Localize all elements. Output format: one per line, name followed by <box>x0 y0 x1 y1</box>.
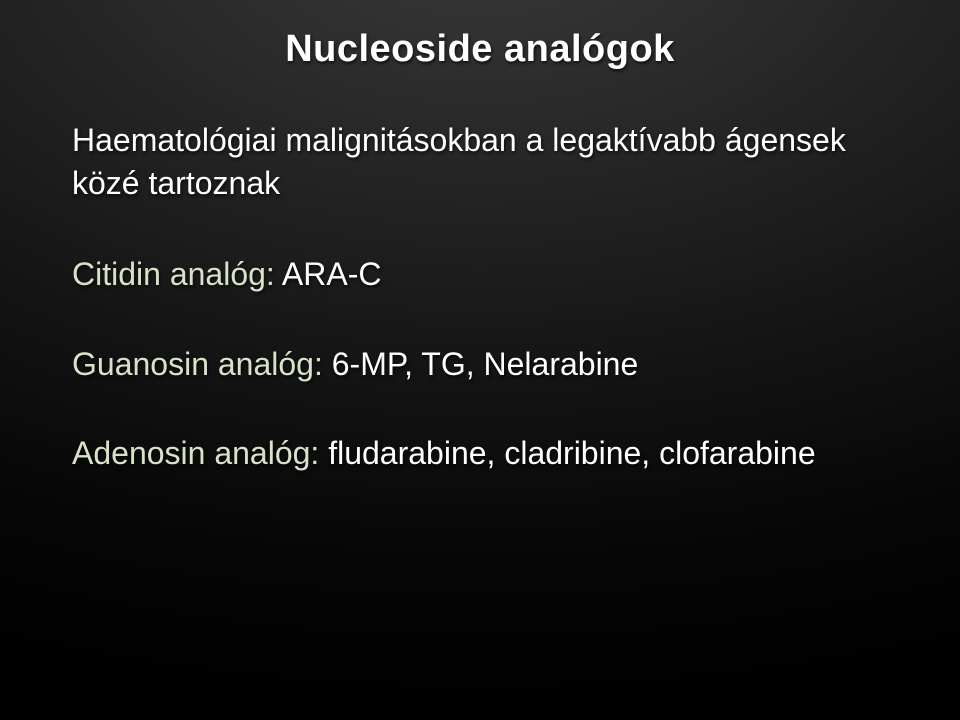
citidin-rest: ARA-C <box>275 256 382 292</box>
slide-body: Haematológiai malignitásokban a legaktív… <box>0 119 960 475</box>
citidin-prefix: Citidin analóg: <box>72 256 275 292</box>
slide: Nucleoside analógok Haematológiai malign… <box>0 0 960 720</box>
citidin-line: Citidin analóg: ARA-C <box>72 253 920 296</box>
guanosin-rest: 6-MP, TG, Nelarabine <box>323 346 638 382</box>
intro-line: Haematológiai malignitásokban a legaktív… <box>72 119 920 205</box>
adenosin-line: Adenosin analóg: fludarabine, cladribine… <box>72 432 920 475</box>
adenosin-rest: fludarabine, cladribine, clofarabine <box>319 435 815 471</box>
adenosin-prefix: Adenosin analóg: <box>72 435 319 471</box>
intro-text: Haematológiai malignitásokban a legaktív… <box>72 122 846 201</box>
guanosin-prefix: Guanosin analóg: <box>72 346 323 382</box>
guanosin-line: Guanosin analóg: 6-MP, TG, Nelarabine <box>72 343 920 386</box>
slide-title: Nucleoside analógok <box>0 28 960 71</box>
